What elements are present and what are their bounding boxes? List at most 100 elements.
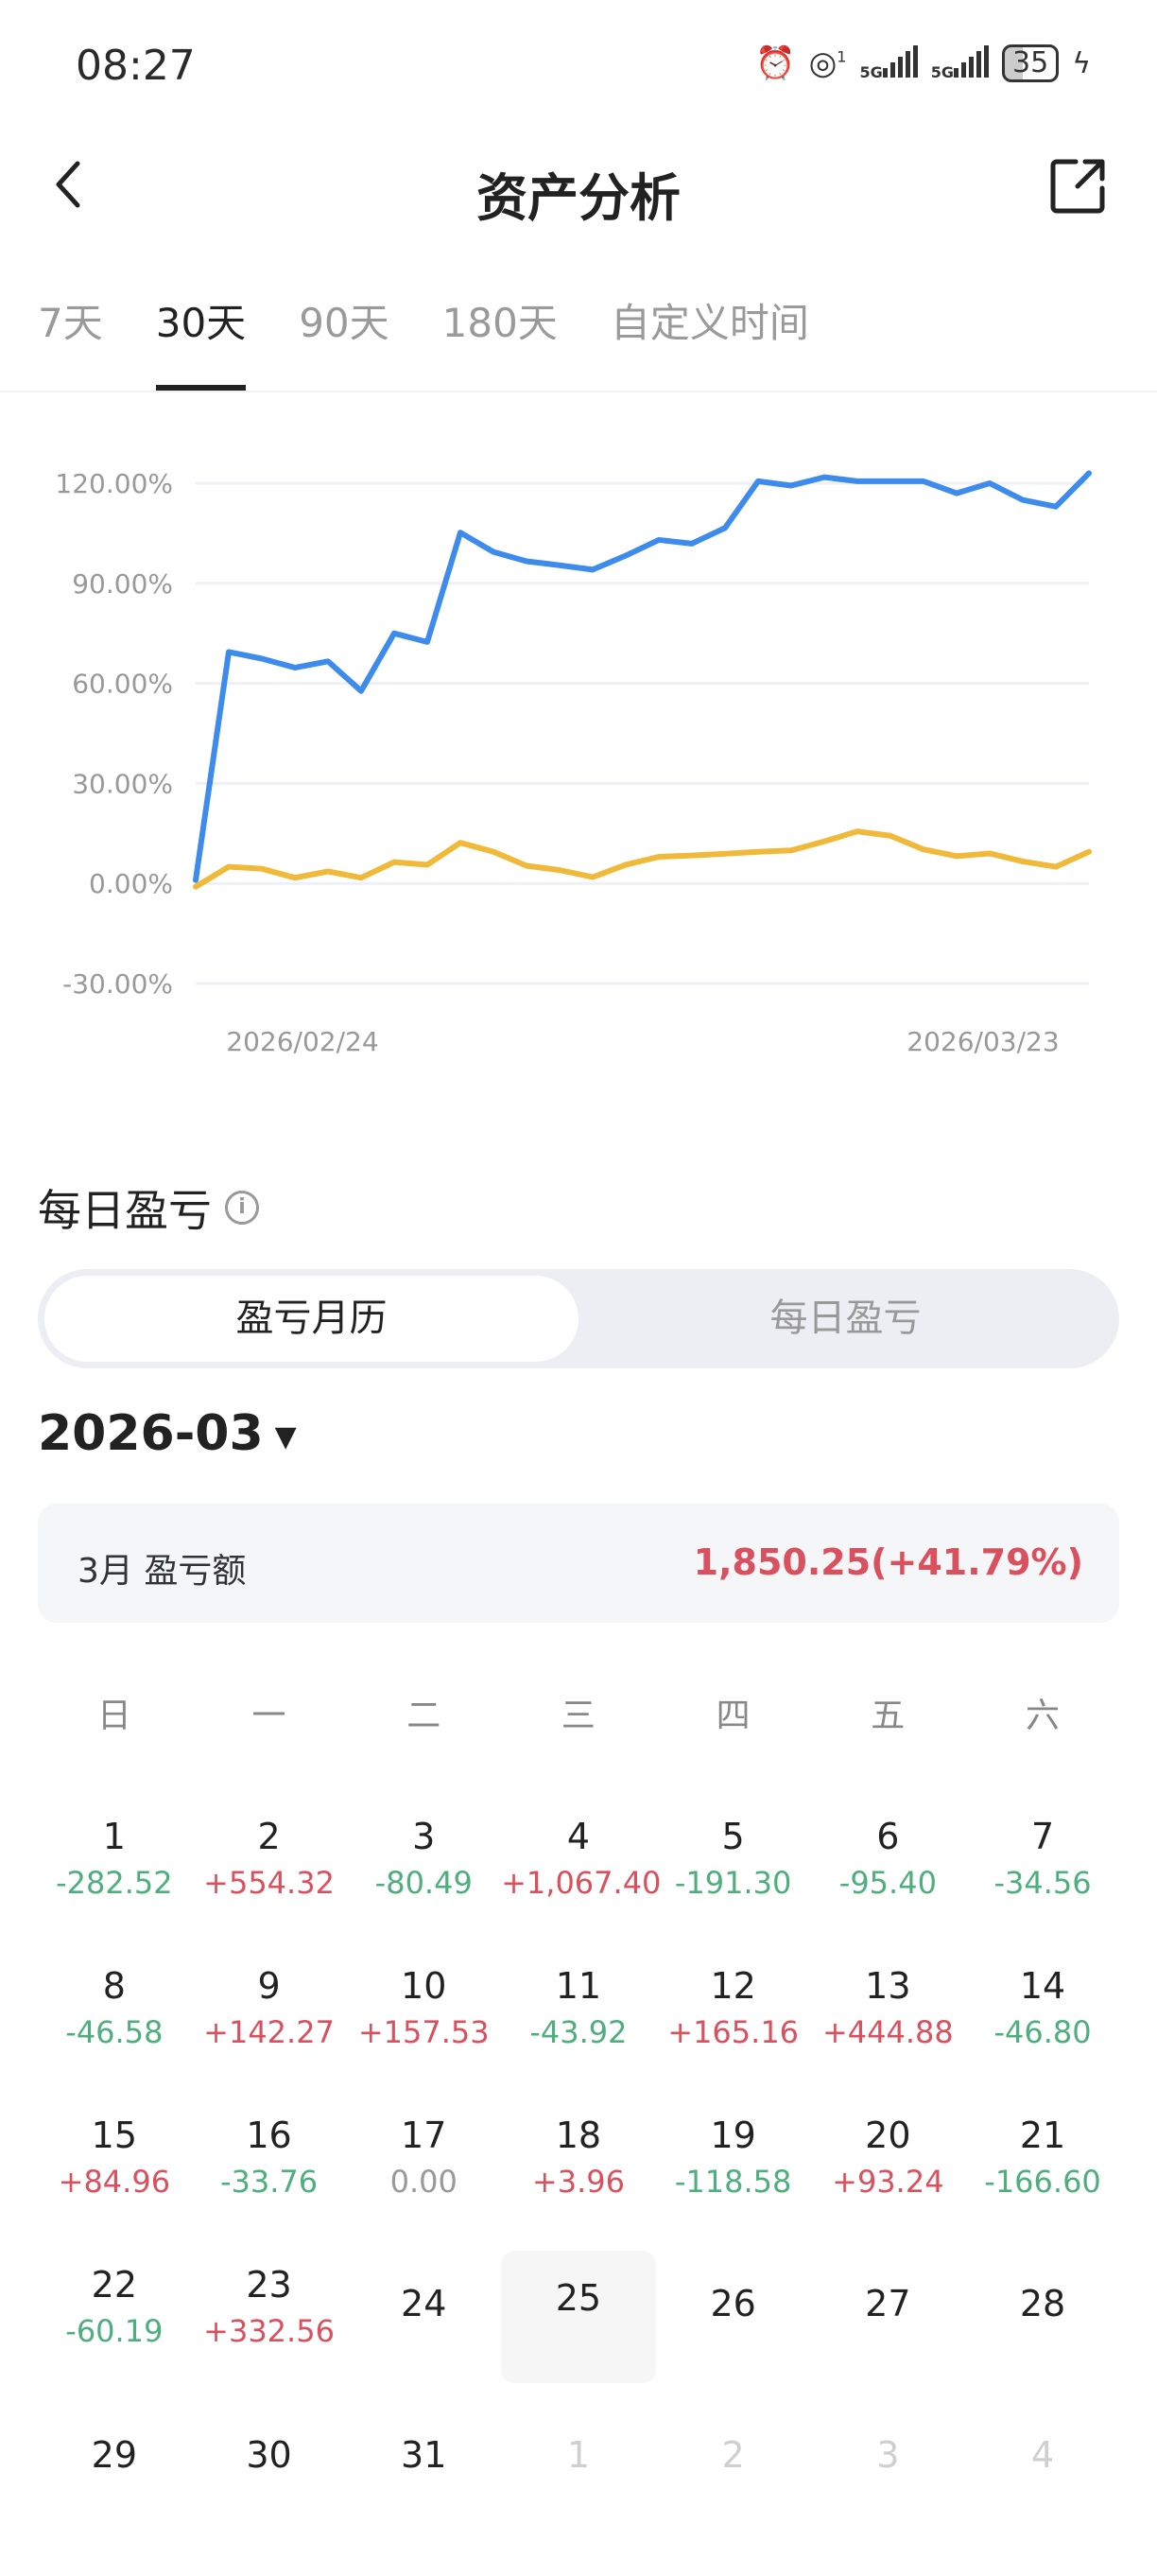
day-number: 30 [192,2434,347,2476]
page-title: 资产分析 [0,156,1157,231]
calendar-day[interactable]: 9 +142.27 [192,1965,347,2107]
calendar-day[interactable]: 5-191.30 [656,1816,811,1958]
tab-custom[interactable]: 自定义时间 [611,291,809,349]
day-number: 9 [192,1965,347,2007]
calendar-day[interactable]: 7 -34.56 [965,1816,1120,1958]
calendar-day[interactable]: 26 [656,2254,811,2387]
series-line-1 [196,473,1089,879]
day-number: 19 [656,2115,811,2156]
status-time: 08:27 [76,42,196,90]
calendar-day[interactable]: 13+444.88 [811,1965,966,2107]
weekday-sun: 日 [37,1688,192,1737]
tab-7d[interactable]: 7天 [38,291,103,349]
y-tick-label: 120.00% [55,468,173,499]
day-pl-value: +142.27 [192,2014,347,2050]
day-pl-value: 0.00 [346,2164,501,2200]
share-icon[interactable] [1049,156,1108,215]
series-line-2 [196,831,1089,887]
calendar-day[interactable]: 22-60.19 [37,2264,192,2406]
alarm-icon: ⏰ [755,44,795,82]
calendar-day[interactable]: 4 [965,2434,1120,2576]
month-picker[interactable]: 2026-03▼ [38,1405,297,1462]
day-number: 1 [37,1816,192,1857]
day-pl-value: -33.76 [192,2164,347,2200]
calendar-day[interactable]: 30 [192,2434,347,2576]
day-number: 22 [37,2264,192,2306]
battery-icon: 35 [1002,44,1059,82]
calendar-day[interactable]: 15+84.96 [37,2115,192,2256]
x-tick-label: 2026/03/23 [907,1026,1059,1057]
day-number: 28 [965,2283,1120,2324]
calendar-day[interactable]: 10+157.53 [346,1965,501,2107]
day-pl-value: +165.16 [656,2014,811,2050]
day-number: 25 [501,2277,656,2319]
daily-pl-section: 每日盈亏 i [38,1176,259,1239]
day-number: 4 [965,2434,1120,2476]
day-pl-value: -166.60 [965,2164,1120,2200]
calendar-day[interactable]: 20+93.24 [811,2115,966,2256]
day-number: 3 [811,2434,966,2476]
weekday-thu: 四 [656,1688,811,1737]
calendar-day[interactable]: 6-95.40 [811,1816,966,1958]
calendar-day-today[interactable]: 25 [501,2251,656,2383]
calendar-day[interactable]: 28 [965,2254,1120,2387]
y-tick-label: 30.00% [72,768,173,799]
day-number: 5 [656,1816,811,1857]
y-tick-label: -30.00% [62,968,173,1000]
month-summary-card: 3月 盈亏额 1,850.25(+41.79%) [38,1504,1119,1623]
day-pl-value: -46.80 [965,2014,1120,2050]
calendar-day[interactable]: 29 [37,2434,192,2576]
calendar-day[interactable]: 31 [346,2434,501,2576]
day-number: 7 [965,1816,1120,1857]
tab-30d[interactable]: 30天 [156,291,246,349]
day-number: 2 [656,2434,811,2476]
calendar-day[interactable]: 3 [811,2434,966,2576]
day-number: 2 [192,1816,347,1857]
return-chart: 150.00%120.00%90.00%60.00%30.00%0.00%-30… [0,392,1157,1083]
day-number: 1 [501,2434,656,2476]
calendar-day[interactable]: 14-46.80 [965,1965,1120,2107]
section-title: 每日盈亏 [38,1176,212,1239]
day-pl-value: +332.56 [192,2313,347,2349]
x-tick-label: 2026/02/24 [226,1026,378,1057]
day-pl-value: -43.92 [501,2014,656,2050]
day-number: 27 [811,2283,966,2324]
calendar-day[interactable]: 21-166.60 [965,2115,1120,2256]
calendar-day[interactable]: 19-118.58 [656,2115,811,2256]
day-pl-value: -95.40 [811,1865,966,1901]
day-number: 16 [192,2115,347,2156]
day-pl-value: -34.56 [965,1865,1120,1901]
summary-label: 3月 盈亏额 [78,1543,246,1593]
segment-daily[interactable]: 每日盈亏 [578,1276,1113,1362]
info-icon[interactable]: i [225,1191,259,1225]
day-number: 12 [656,1965,811,2007]
day-number: 23 [192,2264,347,2306]
y-tick-label: 0.00% [89,868,173,899]
segment-calendar[interactable]: 盈亏月历 [44,1276,578,1362]
y-tick-label: 90.00% [72,568,173,600]
day-pl-value: -80.49 [346,1865,501,1901]
calendar-day[interactable]: 18+3.96 [501,2115,656,2256]
calendar-day[interactable]: 12 +165.16 [656,1965,811,2107]
calendar-day[interactable]: 24 [346,2254,501,2387]
calendar-day[interactable]: 2 +554.32 [192,1816,347,1958]
day-pl-value: -282.52 [37,1865,192,1901]
calendar-day[interactable]: 23 +332.56 [192,2264,347,2406]
calendar-day[interactable]: 4+1,067.40 [501,1816,656,1958]
day-pl-value: +3.96 [501,2164,656,2200]
calendar-day[interactable]: 11-43.92 [501,1965,656,2107]
calendar-day[interactable]: 16 -33.76 [192,2115,347,2256]
calendar-day[interactable]: 3-80.49 [346,1816,501,1958]
calendar-day[interactable]: 2 [656,2434,811,2576]
day-number: 10 [346,1965,501,2007]
calendar-day[interactable]: 1 [501,2434,656,2576]
day-pl-value: +93.24 [811,2164,966,2200]
calendar-day[interactable]: 1 -282.52 [37,1816,192,1958]
tab-180d[interactable]: 180天 [442,291,558,349]
day-pl-value: +554.32 [192,1865,347,1901]
calendar-day[interactable]: 8-46.58 [37,1965,192,2107]
hotspot-icon: ◎1 [809,44,847,82]
calendar-day[interactable]: 27 [811,2254,966,2387]
tab-90d[interactable]: 90天 [299,291,389,349]
